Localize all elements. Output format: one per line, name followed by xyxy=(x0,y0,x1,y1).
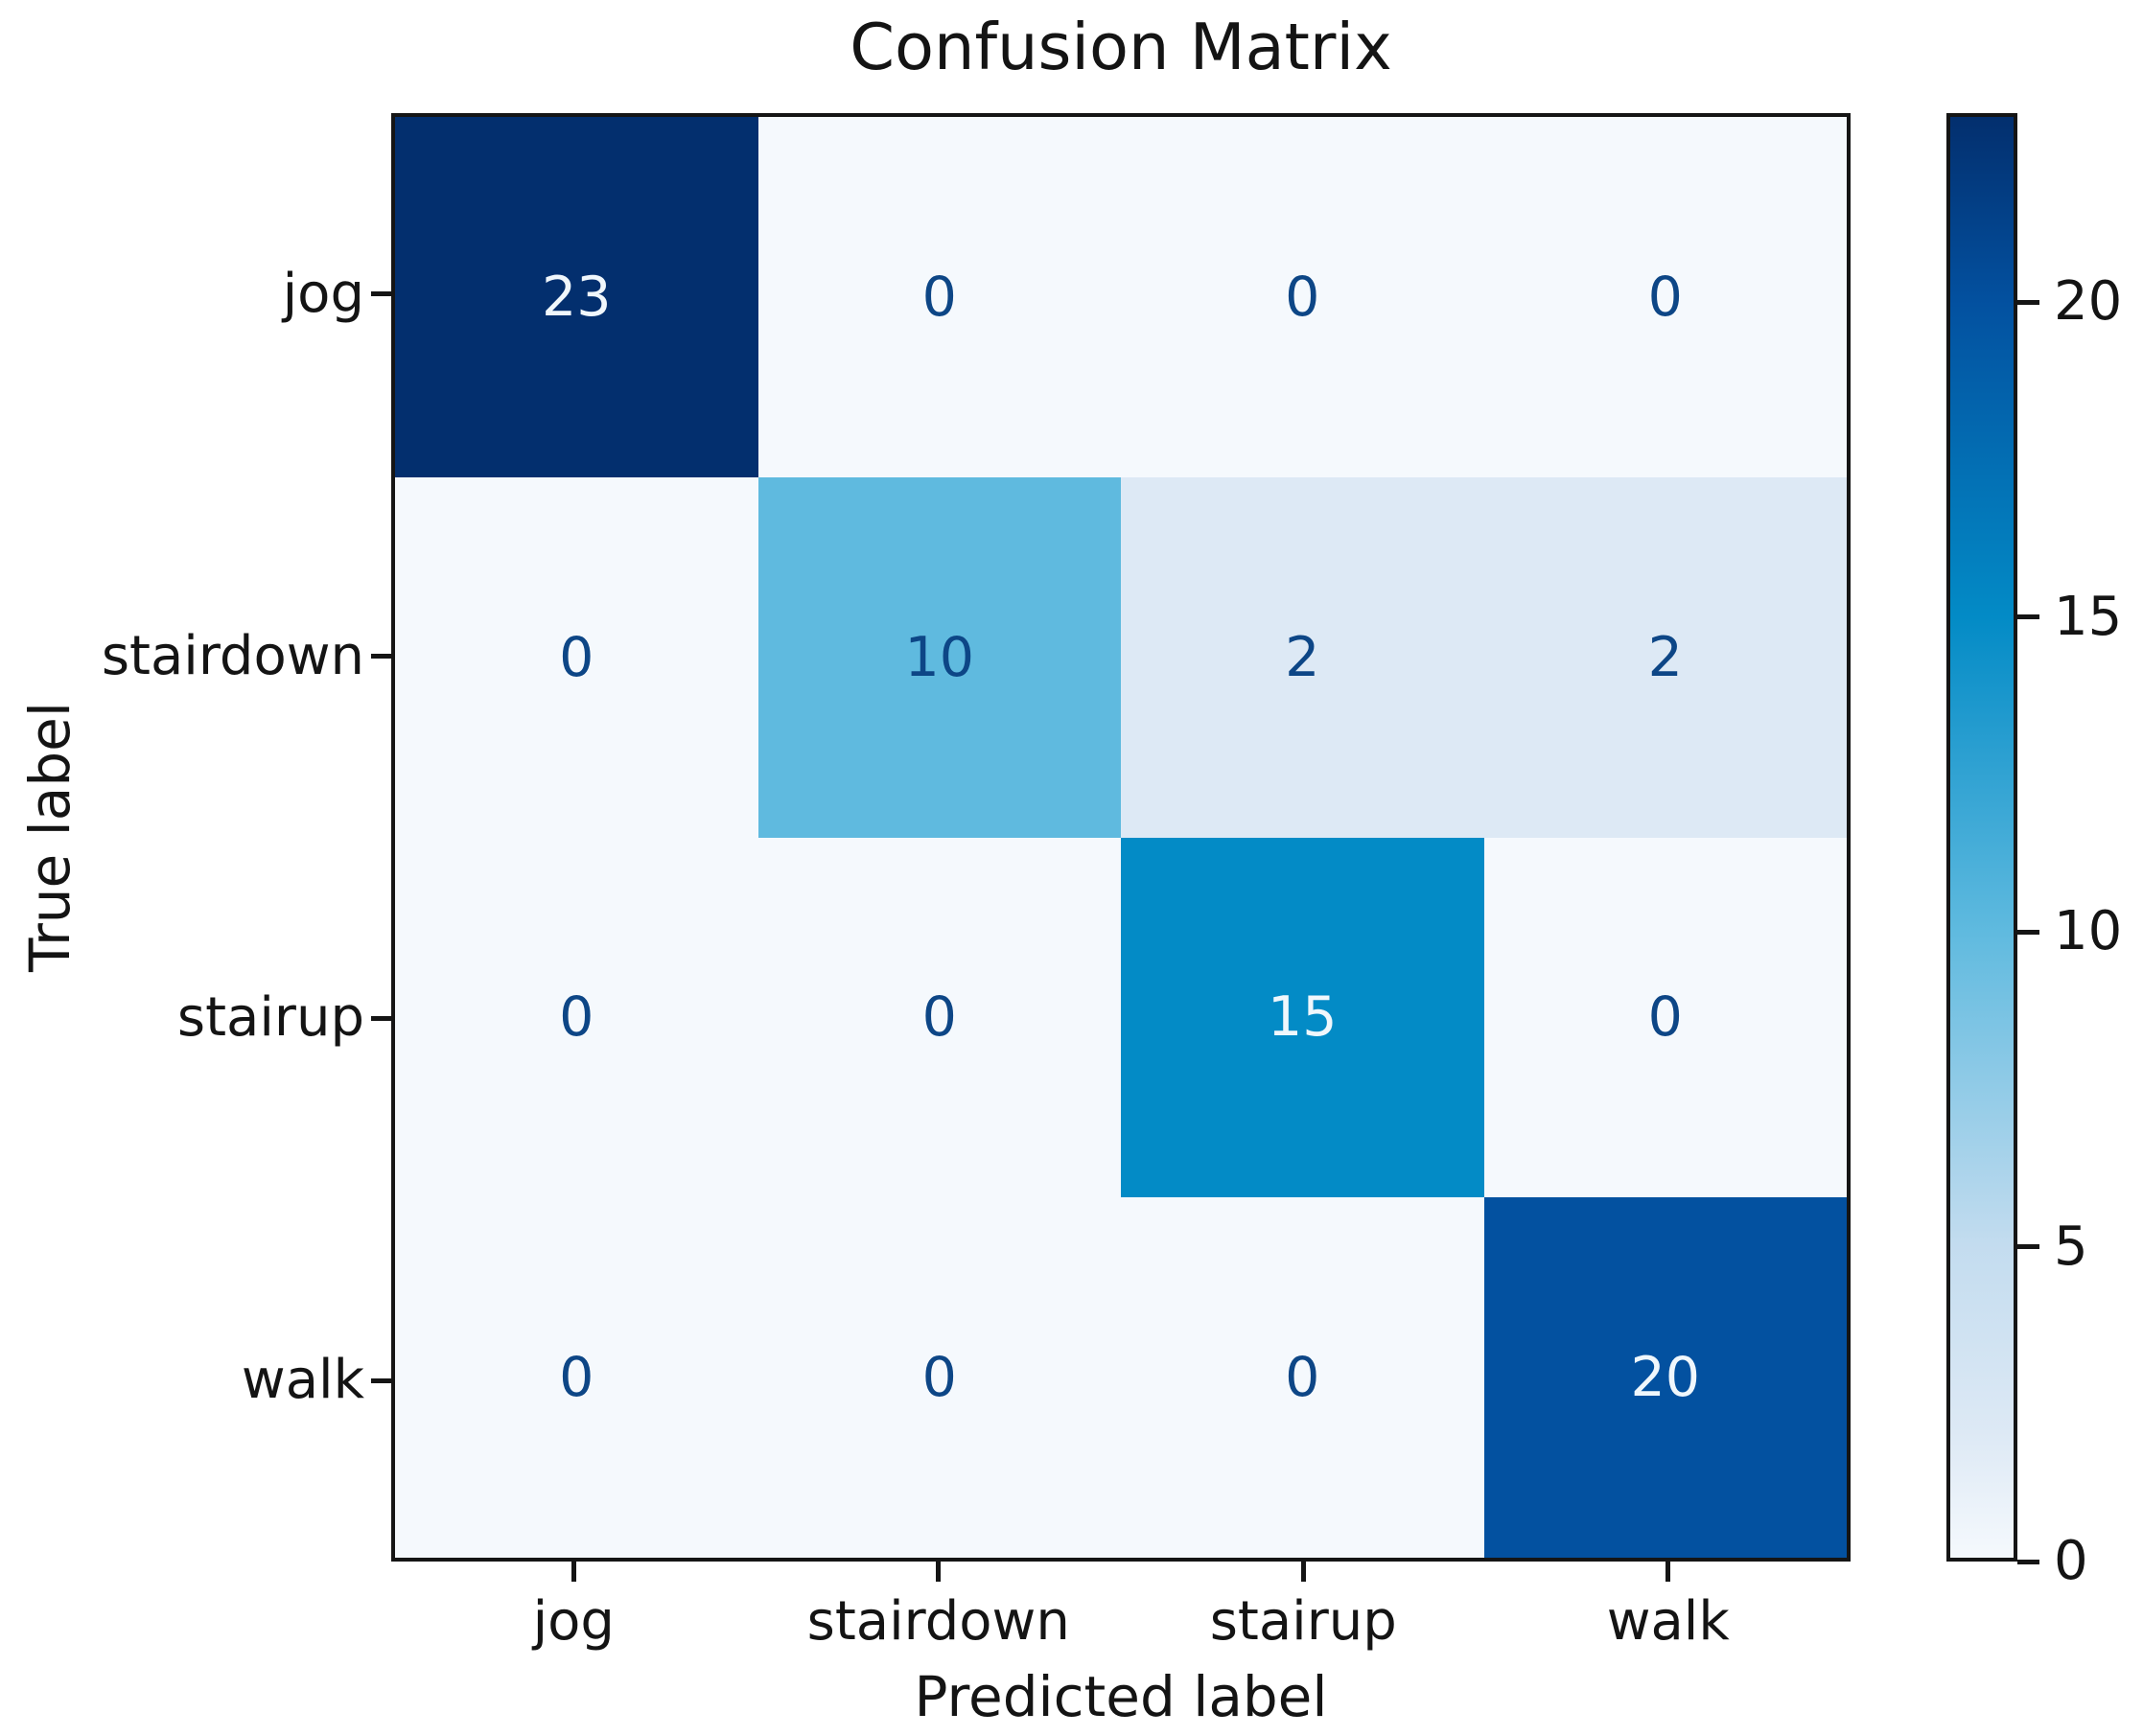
y-tick-label-stairdown: stairdown xyxy=(101,624,364,687)
heatmap-plot-area: 23 0 0 0 0 10 2 2 0 0 15 0 0 0 0 20 xyxy=(391,113,1851,1562)
x-tick-label-jog: jog xyxy=(532,1590,615,1653)
matrix-cell-walk-stairdown: 0 xyxy=(757,1197,1121,1558)
x-tick-mark xyxy=(1665,1562,1671,1582)
colorbar-tick-mark xyxy=(2017,1559,2039,1564)
x-tick-label-stairdown: stairdown xyxy=(806,1590,1070,1653)
colorbar-tick-label-5: 5 xyxy=(2054,1215,2088,1278)
matrix-cell-walk-jog: 0 xyxy=(395,1197,758,1558)
y-tick-mark xyxy=(371,1015,391,1021)
y-tick-mark xyxy=(371,654,391,660)
matrix-cell-walk-walk: 20 xyxy=(1483,1197,1847,1558)
matrix-cell-jog-stairdown: 0 xyxy=(757,117,1121,477)
matrix-cell-stairdown-walk: 2 xyxy=(1483,476,1847,838)
x-tick-label-stairup: stairup xyxy=(1209,1590,1397,1653)
matrix-cell-stairdown-stairup: 2 xyxy=(1121,476,1484,838)
colorbar-tick-label-0: 0 xyxy=(2054,1530,2088,1592)
colorbar-tick-mark xyxy=(2017,614,2039,620)
y-tick-label-jog: jog xyxy=(282,262,364,325)
x-axis-label: Predicted label xyxy=(914,1664,1328,1729)
matrix-cell-jog-stairup: 0 xyxy=(1121,117,1484,477)
matrix-cell-stairup-stairup: 15 xyxy=(1121,837,1484,1198)
y-tick-label-stairup: stairup xyxy=(176,986,364,1050)
matrix-cell-jog-walk: 0 xyxy=(1483,117,1847,477)
x-tick-mark xyxy=(936,1562,942,1582)
colorbar-tick-label-20: 20 xyxy=(2054,270,2123,334)
colorbar-tick-mark xyxy=(2017,299,2039,305)
matrix-cell-stairup-jog: 0 xyxy=(395,837,758,1198)
matrix-cell-stairdown-stairdown: 10 xyxy=(757,476,1121,838)
chart-title: Confusion Matrix xyxy=(850,10,1392,84)
matrix-cell-walk-stairup: 0 xyxy=(1121,1197,1484,1558)
colorbar-tick-mark xyxy=(2017,929,2039,935)
colorbar-tick-mark xyxy=(2017,1244,2039,1250)
colorbar-tick-label-15: 15 xyxy=(2054,585,2123,648)
x-tick-label-walk: walk xyxy=(1606,1590,1730,1653)
matrix-cell-stairdown-jog: 0 xyxy=(395,476,758,838)
matrix-cell-stairup-stairdown: 0 xyxy=(757,837,1121,1198)
colorbar-tick-label-10: 10 xyxy=(2054,900,2123,963)
matrix-cell-stairup-walk: 0 xyxy=(1483,837,1847,1198)
matrix-cell-jog-jog: 23 xyxy=(395,117,758,477)
y-tick-mark xyxy=(371,291,391,297)
y-tick-label-walk: walk xyxy=(241,1349,364,1412)
y-axis-label: True label xyxy=(17,702,82,972)
x-tick-mark xyxy=(1300,1562,1306,1582)
x-tick-mark xyxy=(571,1562,576,1582)
colorbar xyxy=(1946,113,2017,1562)
y-tick-mark xyxy=(371,1377,391,1383)
